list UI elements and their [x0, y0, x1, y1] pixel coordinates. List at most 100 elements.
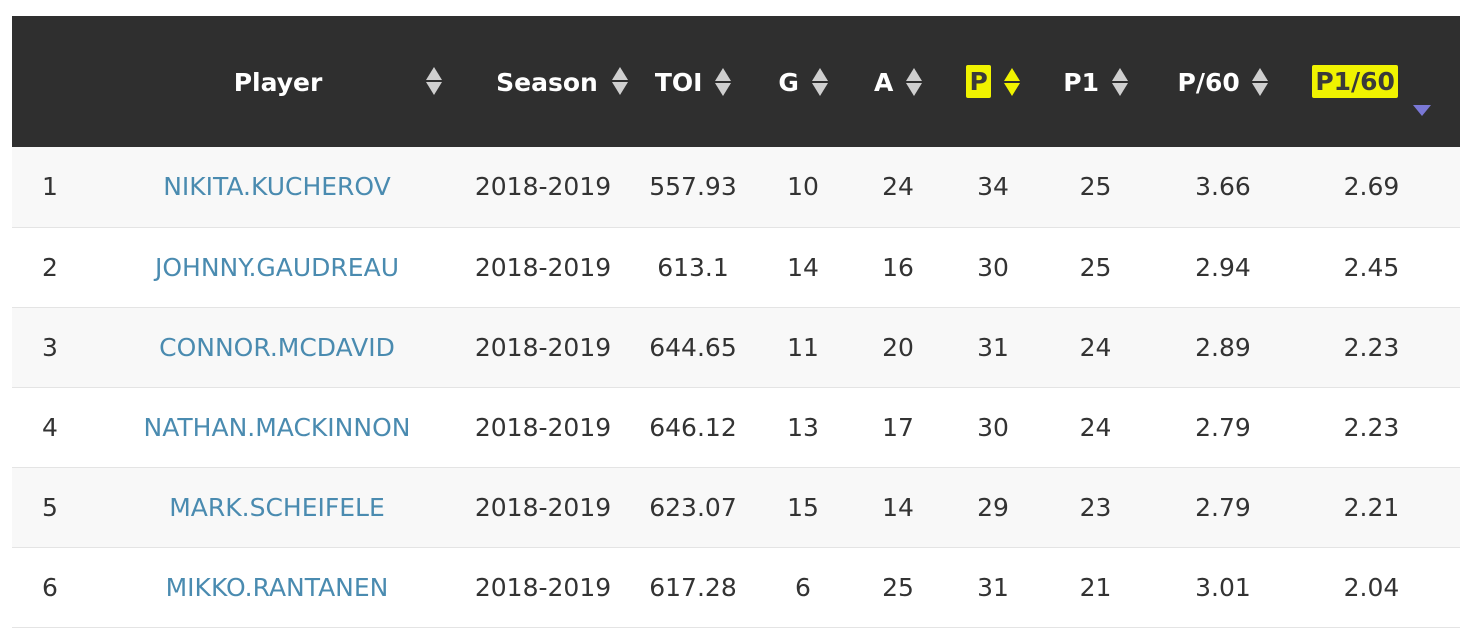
- player-link[interactable]: MIKKO.RANTANEN: [165, 572, 389, 602]
- p1-column-header[interactable]: P1: [1028, 16, 1163, 147]
- sort-both-icon[interactable]: [906, 67, 923, 97]
- goals-cell: 14: [787, 252, 819, 282]
- p-column-header[interactable]: P: [958, 16, 1028, 147]
- sort-both-icon[interactable]: [1003, 67, 1020, 97]
- points-per-60-cell: 2.79: [1195, 492, 1251, 522]
- player-cell: CONNOR.MCDAVID: [88, 307, 418, 387]
- assists-cell: 25: [882, 572, 914, 602]
- player-header-label: Player: [233, 67, 323, 97]
- player-cell: NATHAN.MACKINNON: [88, 387, 418, 467]
- points-cell: 30: [977, 412, 1009, 442]
- points-per-60-cell: 3.01: [1195, 572, 1251, 602]
- toi-cell: 646.12: [649, 412, 737, 442]
- season-cell: 2018-2019: [474, 412, 612, 442]
- table-row: 1 NIKITA.KUCHEROV 2018-2019 557.93 10 24 34 25 3…: [12, 147, 1460, 227]
- toi-column-header[interactable]: TOI: [618, 16, 768, 147]
- player-link[interactable]: NATHAN.MACKINNON: [143, 412, 411, 442]
- points-per-60-cell: 2.79: [1195, 412, 1251, 442]
- goals-cell: 10: [787, 172, 819, 202]
- assists-cell: 24: [882, 172, 914, 202]
- player-cell: NIKITA.KUCHEROV: [88, 147, 418, 227]
- table-row: 6 MIKKO.RANTANEN 2018-2019 617.28 6 25 31 21 3.0…: [12, 547, 1460, 627]
- season-header-label: Season: [496, 67, 598, 97]
- rank-cell: 4: [42, 412, 58, 442]
- primary-points-per-60-cell: 2.23: [1343, 332, 1400, 362]
- season-cell: 2018-2019: [474, 172, 612, 202]
- rank-cell: 3: [42, 332, 58, 362]
- season-cell: 2018-2019: [474, 572, 612, 602]
- toi-cell: 617.28: [649, 572, 737, 602]
- toi-cell: 623.07: [649, 492, 737, 522]
- primary-points-cell: 23: [1079, 492, 1112, 522]
- p60-column-header[interactable]: P/60: [1163, 16, 1283, 147]
- points-per-60-cell: 2.89: [1195, 332, 1251, 362]
- assists-cell: 14: [882, 492, 914, 522]
- table-row: 2 JOHNNY.GAUDREAU 2018-2019 613.1 14 16 30 25 2.…: [12, 227, 1460, 307]
- points-cell: 31: [977, 572, 1009, 602]
- player-link[interactable]: MARK.SCHEIFELE: [169, 492, 385, 522]
- g-header-label: G: [778, 67, 799, 97]
- points-cell: 31: [977, 332, 1009, 362]
- primary-points-cell: 24: [1079, 332, 1112, 362]
- assists-cell: 17: [882, 412, 914, 442]
- a-header-label: A: [873, 67, 894, 97]
- p-header-label: P: [966, 65, 991, 98]
- rank-cell: 5: [42, 492, 58, 522]
- assists-cell: 16: [882, 252, 914, 282]
- primary-points-cell: 21: [1079, 572, 1112, 602]
- season-column-header[interactable]: Season: [418, 16, 628, 147]
- player-column-header[interactable]: Player: [88, 16, 442, 147]
- rank-cell: 6: [42, 572, 58, 602]
- points-cell: 30: [977, 252, 1009, 282]
- a-column-header[interactable]: A: [838, 16, 958, 147]
- p1-header-label: P1: [1063, 67, 1099, 97]
- primary-points-per-60-cell: 2.21: [1343, 492, 1400, 522]
- primary-points-cell: 25: [1079, 172, 1112, 202]
- header-row: Player Season TOI G A P: [12, 16, 1460, 147]
- toi-cell: 557.93: [649, 172, 737, 202]
- primary-points-per-60-cell: 2.45: [1343, 252, 1400, 282]
- points-cell: 34: [977, 172, 1009, 202]
- season-cell: 2018-2019: [474, 252, 612, 282]
- sort-both-icon[interactable]: [1252, 67, 1269, 97]
- goals-cell: 11: [787, 332, 819, 362]
- rank-cell: 2: [42, 252, 58, 282]
- player-link[interactable]: CONNOR.MCDAVID: [159, 332, 395, 362]
- sort-both-icon[interactable]: [811, 67, 828, 97]
- p160-header-label: P1/60: [1312, 65, 1398, 98]
- player-cell: JOHNNY.GAUDREAU: [88, 227, 418, 307]
- sort-desc-icon[interactable]: [1412, 105, 1431, 116]
- player-link[interactable]: NIKITA.KUCHEROV: [163, 172, 391, 202]
- table-body: 1 NIKITA.KUCHEROV 2018-2019 557.93 10 24 34 25 3…: [12, 147, 1460, 627]
- sort-both-icon[interactable]: [426, 66, 442, 96]
- p160-column-header[interactable]: P1/60: [1283, 16, 1460, 147]
- primary-points-per-60-cell: 2.23: [1343, 412, 1400, 442]
- player-cell: MIKKO.RANTANEN: [88, 547, 418, 627]
- sort-both-icon[interactable]: [715, 67, 732, 97]
- player-cell: MARK.SCHEIFELE: [88, 467, 418, 547]
- primary-points-cell: 25: [1079, 252, 1112, 282]
- primary-points-per-60-cell: 2.69: [1343, 172, 1400, 202]
- primary-points-cell: 24: [1079, 412, 1112, 442]
- assists-cell: 20: [882, 332, 914, 362]
- table-row: 4 NATHAN.MACKINNON 2018-2019 646.12 13 17 30 24…: [12, 387, 1460, 467]
- goals-cell: 13: [787, 412, 819, 442]
- sort-both-icon[interactable]: [612, 66, 628, 96]
- table-row: 5 MARK.SCHEIFELE 2018-2019 623.07 15 14 29 23 2.…: [12, 467, 1460, 547]
- rank-cell: 1: [42, 172, 58, 202]
- goals-cell: 6: [795, 572, 811, 602]
- sort-both-icon[interactable]: [1111, 67, 1128, 97]
- toi-cell: 613.1: [657, 252, 729, 282]
- player-link[interactable]: JOHNNY.GAUDREAU: [155, 252, 399, 282]
- points-cell: 29: [977, 492, 1009, 522]
- primary-points-per-60-cell: 2.04: [1343, 572, 1400, 602]
- points-per-60-cell: 2.94: [1195, 252, 1251, 282]
- player-stats-table: Player Season TOI G A P: [12, 16, 1460, 628]
- table-row: 3 CONNOR.MCDAVID 2018-2019 644.65 11 20 31 24 2.…: [12, 307, 1460, 387]
- points-per-60-cell: 3.66: [1195, 172, 1251, 202]
- season-cell: 2018-2019: [474, 492, 612, 522]
- goals-cell: 15: [787, 492, 819, 522]
- g-column-header[interactable]: G: [768, 16, 838, 147]
- p60-header-label: P/60: [1177, 67, 1240, 97]
- season-cell: 2018-2019: [474, 332, 612, 362]
